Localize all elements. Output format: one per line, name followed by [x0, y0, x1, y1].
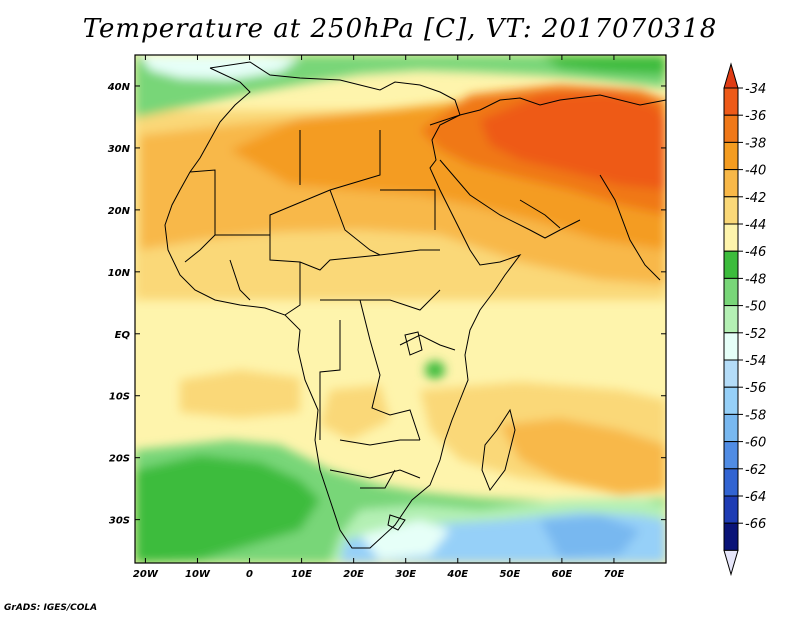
colorbar-segment: [723, 114, 739, 143]
colorbar-label: -62: [745, 463, 766, 478]
colorbar-label: -36: [745, 109, 766, 124]
colorbar-segment: [723, 305, 739, 334]
lon-tick-label: 50E: [499, 569, 520, 580]
lat-tick-label: 30N: [108, 144, 131, 155]
colorbar-label: -42: [745, 191, 766, 206]
colorbar-segment: [723, 87, 739, 116]
colorbar-segment: [723, 277, 739, 307]
colorbar-segment: [723, 495, 739, 524]
colorbar-segment: [723, 332, 739, 361]
colorbar-segment: [723, 141, 739, 171]
colorbar-segment: [723, 169, 739, 198]
colorbar-segment: [723, 468, 739, 497]
lat-tick-label: 10S: [109, 392, 130, 403]
lat-tick-label: EQ: [115, 330, 131, 341]
colorbar-label: -34: [745, 82, 766, 97]
lat-tick-label: 20N: [108, 206, 131, 217]
map-frame: [134, 54, 667, 564]
colorbar-segment: [723, 250, 739, 279]
colorbar-label: -40: [745, 164, 766, 179]
lon-tick-label: 60E: [552, 569, 573, 580]
colorbar-top-arrow: [723, 62, 739, 89]
colorbar-label: -46: [745, 245, 766, 260]
colorbar-segment: [723, 386, 739, 415]
lat-tick-label: 10N: [108, 268, 131, 279]
lon-tick-label: 0: [246, 569, 253, 580]
colorbar-label: -44: [745, 218, 766, 233]
colorbar-segment: [723, 196, 739, 225]
colorbar-label: -56: [745, 381, 766, 396]
lon-tick-label: 70E: [604, 569, 625, 580]
colorbar-segment: [723, 223, 739, 252]
lat-tick-label: 30S: [109, 516, 130, 527]
lon-tick-label: 40E: [446, 569, 468, 580]
map-axes: 20W 10W 0 10E 20E 30E 40E 50E 60E 70E 40N 30N 20N 10N…: [107, 55, 666, 580]
colorbar-segment: [723, 413, 739, 443]
lon-tick-label: 30E: [395, 569, 416, 580]
colorbar-label: -50: [745, 300, 766, 315]
colorbar-bottom-arrow: [723, 549, 739, 577]
colorbar-segment: [723, 359, 739, 388]
colorbar-label: -38: [745, 136, 766, 151]
colorbar: -34 -36 -38 -40 -42 -44 -46 -48 -50 -52 -54 -56 -58 -…: [723, 62, 766, 577]
colorbar-label: -54: [745, 354, 766, 369]
lat-tick-label: 20S: [109, 454, 130, 465]
lon-tick-label: 10E: [291, 569, 312, 580]
temperature-field: [135, 55, 666, 563]
colorbar-label: -64: [745, 490, 766, 505]
colorbar-label: -66: [745, 517, 766, 532]
lon-tick-label: 20W: [133, 569, 159, 580]
lon-tick-label: 10W: [185, 569, 211, 580]
colorbar-label: -48: [745, 272, 766, 287]
lon-tick-label: 20E: [343, 569, 364, 580]
colorbar-label: -52: [745, 327, 766, 342]
colorbar-segment: [723, 441, 739, 470]
colorbar-segment: [723, 522, 739, 551]
credit-text: GrADS: IGES/COLA: [4, 603, 98, 613]
colorbar-label: -60: [745, 436, 766, 451]
lat-tick-label: 40N: [107, 82, 131, 93]
coastline-borders: [164, 61, 666, 549]
map-title: Temperature at 250hPa [C], VT: 201707031…: [82, 14, 718, 44]
colorbar-label: -58: [745, 408, 766, 423]
